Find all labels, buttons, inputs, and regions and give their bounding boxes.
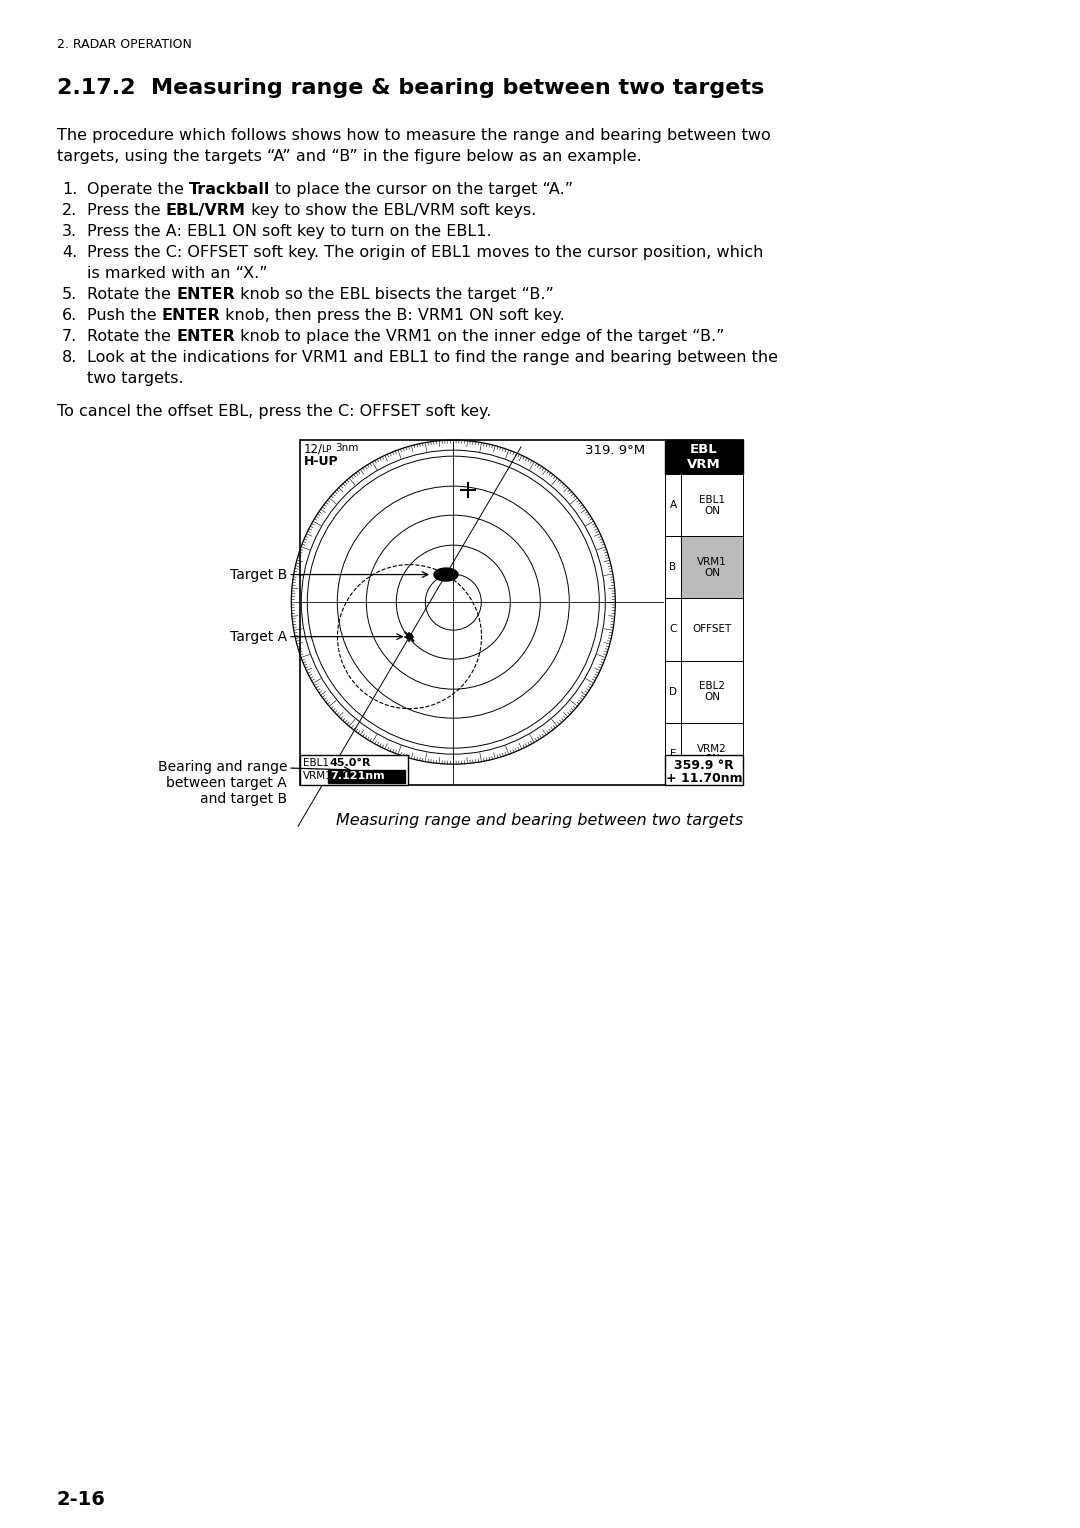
Text: Operate the: Operate the — [87, 182, 189, 197]
Text: Target A: Target A — [230, 630, 287, 643]
Bar — [665, 660, 743, 723]
Text: 8.: 8. — [62, 350, 78, 365]
Text: VRM1: VRM1 — [303, 772, 333, 781]
Text: 4.: 4. — [62, 244, 78, 260]
Text: knob, then press the B: VRM1 ON soft key.: knob, then press the B: VRM1 ON soft key… — [220, 309, 565, 322]
Text: 45.0°R: 45.0°R — [330, 758, 372, 769]
Bar — [665, 474, 681, 536]
Text: ENTER: ENTER — [162, 309, 220, 322]
Circle shape — [406, 634, 413, 640]
Text: EBL
VRM: EBL VRM — [687, 443, 720, 471]
Text: VRM1
ON: VRM1 ON — [697, 556, 727, 578]
Text: 2.17.2  Measuring range & bearing between two targets: 2.17.2 Measuring range & bearing between… — [57, 78, 765, 98]
Text: OFFSET: OFFSET — [692, 625, 731, 634]
Text: 2. RADAR OPERATION: 2. RADAR OPERATION — [57, 38, 192, 50]
Text: Press the A: EBL1 ON soft key to turn on the EBL1.: Press the A: EBL1 ON soft key to turn on… — [87, 225, 491, 238]
Text: 359.9 °R: 359.9 °R — [674, 759, 734, 772]
Text: 7.121nm: 7.121nm — [330, 772, 384, 781]
Text: To cancel the offset EBL, press the C: OFFSET soft key.: To cancel the offset EBL, press the C: O… — [57, 403, 491, 419]
Text: + 11.70nm: + 11.70nm — [665, 772, 742, 785]
Text: The procedure which follows shows how to measure the range and bearing between t: The procedure which follows shows how to… — [57, 128, 771, 144]
Bar — [665, 723, 743, 785]
Text: 319. 9°M: 319. 9°M — [585, 445, 645, 457]
Bar — [300, 440, 743, 785]
Text: D: D — [669, 686, 677, 697]
Bar — [665, 755, 743, 785]
Text: VRM2
ON: VRM2 ON — [697, 744, 727, 764]
Text: Target B: Target B — [230, 567, 287, 582]
Bar — [665, 536, 743, 599]
Text: EBL1
ON: EBL1 ON — [699, 495, 725, 515]
Bar — [665, 440, 743, 474]
Bar — [665, 599, 743, 660]
Text: EBL2
ON: EBL2 ON — [699, 681, 725, 701]
Text: 3.: 3. — [62, 225, 77, 238]
Text: to place the cursor on the target “A.”: to place the cursor on the target “A.” — [270, 182, 573, 197]
Bar — [328, 770, 405, 782]
Text: C: C — [670, 625, 677, 634]
Text: EBL/VRM: EBL/VRM — [165, 203, 246, 219]
Bar — [665, 599, 681, 660]
Text: Press the C: OFFSET soft key. The origin of EBL1 moves to the cursor position, w: Press the C: OFFSET soft key. The origin… — [87, 244, 764, 260]
Text: knob so the EBL bisects the target “B.”: knob so the EBL bisects the target “B.” — [234, 287, 554, 303]
Text: Rotate the: Rotate the — [87, 329, 176, 344]
Text: Trackball: Trackball — [189, 182, 270, 197]
Text: Push the: Push the — [87, 309, 162, 322]
Text: H-UP: H-UP — [303, 455, 339, 468]
Text: Press the: Press the — [87, 203, 165, 219]
Text: A: A — [670, 500, 676, 510]
Text: 2-16: 2-16 — [57, 1490, 106, 1510]
Text: two targets.: two targets. — [87, 371, 184, 387]
Bar — [665, 474, 743, 536]
Text: Measuring range and bearing between two targets: Measuring range and bearing between two … — [336, 813, 744, 828]
Text: Look at the indications for VRM1 and EBL1 to find the range and bearing between : Look at the indications for VRM1 and EBL… — [87, 350, 778, 365]
Text: 7.: 7. — [62, 329, 78, 344]
Text: 3nm: 3nm — [335, 443, 359, 452]
Ellipse shape — [434, 568, 458, 581]
Text: ENTER: ENTER — [176, 329, 234, 344]
Text: between target A: between target A — [166, 776, 287, 790]
Text: 5.: 5. — [62, 287, 78, 303]
Text: and target B: and target B — [200, 792, 287, 805]
Text: 6.: 6. — [62, 309, 78, 322]
Text: B: B — [670, 562, 676, 573]
Text: 2.: 2. — [62, 203, 78, 219]
Text: Rotate the: Rotate the — [87, 287, 176, 303]
Text: 12/: 12/ — [303, 443, 323, 455]
Text: 1.: 1. — [62, 182, 78, 197]
Bar — [300, 755, 408, 785]
Bar — [665, 536, 681, 599]
Text: knob to place the VRM1 on the inner edge of the target “B.”: knob to place the VRM1 on the inner edge… — [234, 329, 725, 344]
Text: ENTER: ENTER — [176, 287, 234, 303]
Text: key to show the EBL/VRM soft keys.: key to show the EBL/VRM soft keys. — [246, 203, 536, 219]
Text: LP: LP — [321, 445, 332, 454]
Text: Bearing and range: Bearing and range — [158, 759, 287, 775]
Bar — [665, 723, 681, 785]
Text: targets, using the targets “A” and “B” in the figure below as an example.: targets, using the targets “A” and “B” i… — [57, 150, 642, 163]
Text: EBL1: EBL1 — [303, 758, 329, 769]
Text: E: E — [670, 749, 676, 759]
Text: is marked with an “X.”: is marked with an “X.” — [87, 266, 268, 281]
Bar — [665, 660, 681, 723]
